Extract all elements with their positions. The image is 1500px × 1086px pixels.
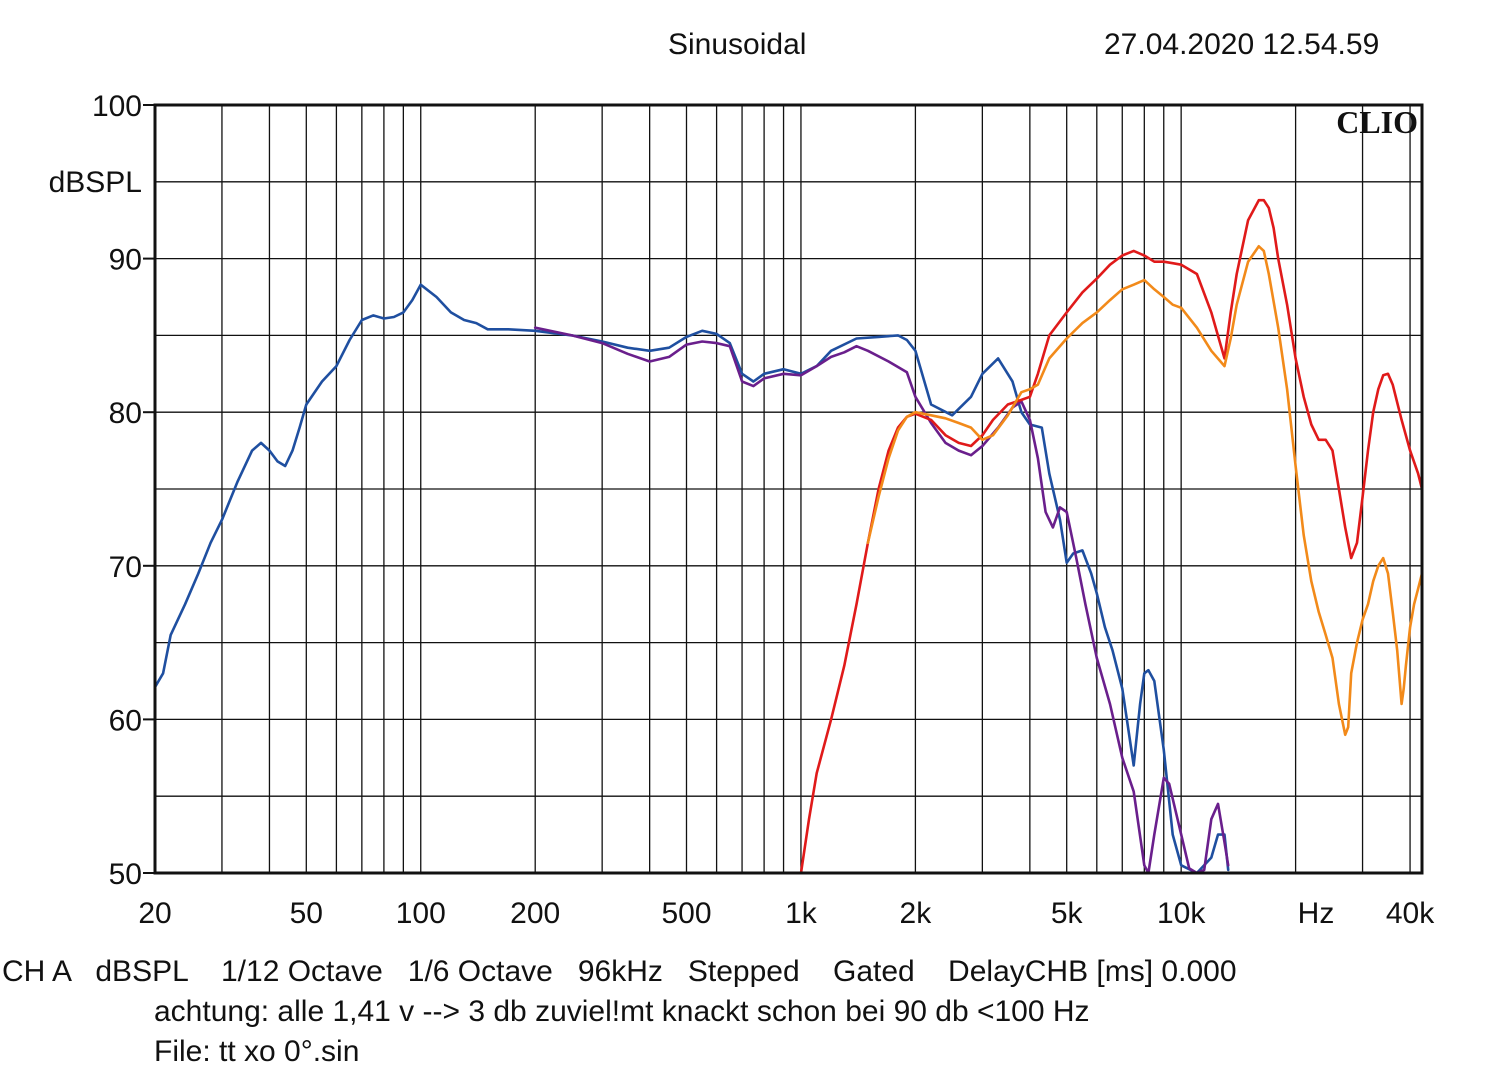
timestamp-label: 27.04.2020 12.54.59 (1104, 28, 1380, 61)
y-tick-label: 90 (109, 244, 142, 277)
clio-logo: CLIO (1336, 104, 1418, 140)
x-tick-label: 2k (900, 897, 933, 930)
x-tick-label: 50 (290, 897, 323, 930)
mode-label: Sinusoidal (668, 28, 807, 61)
series-line-purple (533, 326, 1230, 873)
series-line-orange (866, 245, 1422, 737)
plot-frame (153, 103, 1424, 875)
x-tick-label: 5k (1051, 897, 1084, 930)
x-tick-label: 200 (510, 897, 560, 930)
comment-line: achtung: alle 1,41 v --> 3 db zuviel!mt … (154, 995, 1090, 1028)
y-tick-label: 100 (92, 90, 142, 123)
x-tick-label: 100 (396, 897, 446, 930)
x-tick-label: 40k (1386, 897, 1435, 930)
x-tick-label: 1k (785, 897, 818, 930)
grid-lines (155, 105, 1422, 873)
y-tick-label: 50 (109, 858, 142, 891)
y-tick-label: 80 (109, 397, 142, 430)
series-group (155, 198, 1422, 873)
y-axis-ticks: 100 90 80 70 60 50 (92, 90, 155, 891)
x-tick-label: 10k (1157, 897, 1206, 930)
x-axis-ticks: 20 50 100 200 500 1k 2k 5k 10k 40k (138, 897, 1435, 930)
file-line: File: tt xo 0°.sin (154, 1035, 360, 1068)
series-line-red (799, 198, 1422, 873)
x-tick-label: 500 (661, 897, 711, 930)
y-tick-label: 60 (109, 704, 142, 737)
y-axis-label: dBSPL (49, 166, 142, 199)
x-tick-label: 20 (138, 897, 171, 930)
x-axis-label: Hz (1298, 897, 1335, 930)
y-tick-label: 70 (109, 551, 142, 584)
settings-line: CH A dBSPL 1/12 Octave 1/6 Octave 96kHz … (2, 955, 1237, 988)
series-line-blue (155, 283, 1230, 873)
